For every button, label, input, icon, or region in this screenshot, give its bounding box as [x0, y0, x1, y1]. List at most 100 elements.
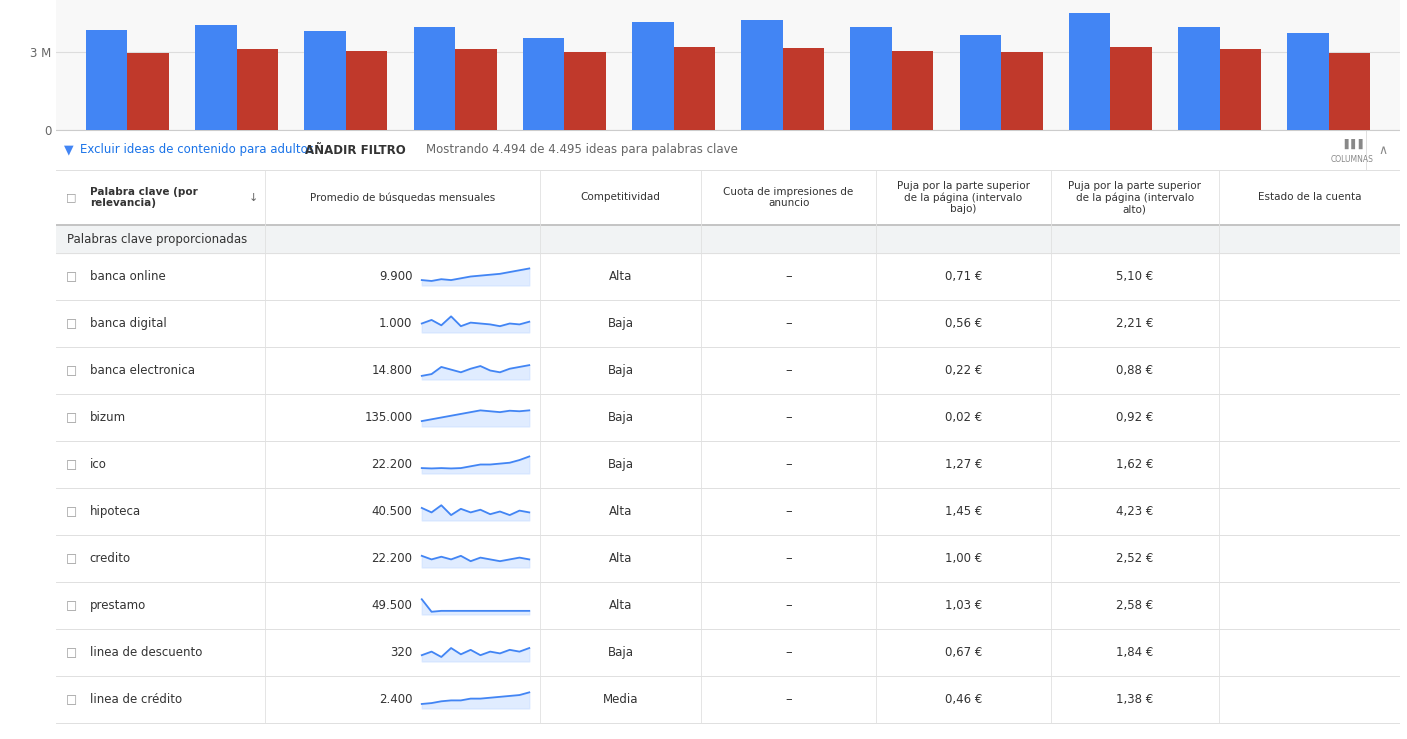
Bar — [1069, 13, 1110, 130]
Text: Baja: Baja — [608, 411, 633, 424]
Bar — [454, 50, 497, 130]
Bar — [892, 51, 933, 130]
Text: 5,10 €: 5,10 € — [1116, 270, 1154, 283]
Text: 1,38 €: 1,38 € — [1116, 693, 1154, 706]
Text: 320: 320 — [390, 646, 412, 659]
Text: 22.200: 22.200 — [371, 552, 412, 565]
Text: 0,88 €: 0,88 € — [1116, 364, 1154, 377]
Bar — [564, 52, 606, 130]
Text: ▼: ▼ — [65, 143, 75, 157]
Text: Promedio de búsquedas mensuales: Promedio de búsquedas mensuales — [310, 192, 495, 202]
Text: linea de crédito: linea de crédito — [90, 693, 182, 706]
Bar — [56, 582, 1400, 629]
Text: □: □ — [66, 364, 77, 377]
Bar — [1330, 53, 1370, 130]
Bar — [1002, 52, 1043, 130]
Bar — [1178, 27, 1220, 130]
Bar — [56, 441, 1400, 488]
Text: prestamo: prestamo — [90, 599, 146, 612]
Text: 0,56 €: 0,56 € — [944, 317, 982, 330]
Text: Baja: Baja — [608, 317, 633, 330]
Text: 1,84 €: 1,84 € — [1116, 646, 1154, 659]
Text: banca digital: banca digital — [90, 317, 166, 330]
Text: 49.500: 49.500 — [371, 599, 412, 612]
Text: 0,92 €: 0,92 € — [1116, 411, 1154, 424]
Bar — [56, 629, 1400, 676]
Text: Alta: Alta — [609, 505, 632, 518]
Text: Alta: Alta — [609, 552, 632, 565]
Bar — [632, 22, 674, 130]
Text: Excluir ideas de contenido para adultos: Excluir ideas de contenido para adultos — [80, 143, 314, 157]
Bar — [346, 51, 387, 130]
Bar — [1220, 50, 1261, 130]
Text: banca online: banca online — [90, 270, 166, 283]
Text: –: – — [785, 411, 792, 424]
Text: 135.000: 135.000 — [364, 411, 412, 424]
Bar — [304, 31, 346, 130]
Text: □: □ — [66, 411, 77, 424]
Text: Alta: Alta — [609, 599, 632, 612]
Text: 1,27 €: 1,27 € — [944, 458, 982, 471]
Text: □: □ — [66, 646, 77, 659]
Bar — [56, 300, 1400, 347]
Text: hipoteca: hipoteca — [90, 505, 141, 518]
Bar — [960, 35, 1002, 130]
Text: AÑADIR FILTRO: AÑADIR FILTRO — [305, 143, 405, 157]
Bar — [86, 30, 127, 130]
Text: 0,46 €: 0,46 € — [944, 693, 982, 706]
Text: Puja por la parte superior
de la página (intervalo
bajo): Puja por la parte superior de la página … — [896, 180, 1030, 214]
Text: 0,71 €: 0,71 € — [944, 270, 982, 283]
Text: credito: credito — [90, 552, 131, 565]
Text: 1,45 €: 1,45 € — [944, 505, 982, 518]
Bar — [56, 347, 1400, 394]
Text: –: – — [785, 646, 792, 659]
Text: 2.400: 2.400 — [378, 693, 412, 706]
Bar — [56, 676, 1400, 723]
Text: □: □ — [66, 192, 76, 202]
Text: –: – — [785, 693, 792, 706]
Text: –: – — [785, 458, 792, 471]
Bar — [127, 53, 169, 130]
Text: □: □ — [66, 552, 77, 565]
Text: Estado de la cuenta: Estado de la cuenta — [1258, 192, 1361, 202]
Text: 1,03 €: 1,03 € — [944, 599, 982, 612]
Bar — [56, 488, 1400, 535]
Text: Baja: Baja — [608, 364, 633, 377]
Text: 2,52 €: 2,52 € — [1116, 552, 1154, 565]
Text: □: □ — [66, 599, 77, 612]
Bar — [236, 50, 279, 130]
Text: 40.500: 40.500 — [371, 505, 412, 518]
Text: ▐▐▐: ▐▐▐ — [1341, 139, 1363, 149]
Text: Puja por la parte superior
de la página (intervalo
alto): Puja por la parte superior de la página … — [1068, 180, 1202, 214]
Text: banca electronica: banca electronica — [90, 364, 196, 377]
Text: Competitividad: Competitividad — [581, 192, 660, 202]
Text: □: □ — [66, 505, 77, 518]
Text: 14.800: 14.800 — [371, 364, 412, 377]
Text: ico: ico — [90, 458, 107, 471]
Text: Cuota de impresiones de
anuncio: Cuota de impresiones de anuncio — [723, 187, 854, 208]
Text: □: □ — [66, 458, 77, 471]
Text: 4,23 €: 4,23 € — [1116, 505, 1154, 518]
Text: 2,21 €: 2,21 € — [1116, 317, 1154, 330]
Bar — [56, 535, 1400, 582]
Text: 0,02 €: 0,02 € — [944, 411, 982, 424]
Bar — [56, 253, 1400, 300]
Text: –: – — [785, 270, 792, 283]
Text: Mostrando 4.494 de 4.495 ideas para palabras clave: Mostrando 4.494 de 4.495 ideas para pala… — [426, 143, 737, 157]
Text: 1,62 €: 1,62 € — [1116, 458, 1154, 471]
Text: 0,22 €: 0,22 € — [944, 364, 982, 377]
Text: □: □ — [66, 693, 77, 706]
Text: ∧: ∧ — [1377, 143, 1387, 157]
Bar — [782, 48, 825, 130]
Text: 0,67 €: 0,67 € — [944, 646, 982, 659]
Bar — [674, 47, 715, 130]
Bar — [56, 394, 1400, 441]
Text: –: – — [785, 364, 792, 377]
Text: 1.000: 1.000 — [378, 317, 412, 330]
Text: 22.200: 22.200 — [371, 458, 412, 471]
Text: Media: Media — [602, 693, 639, 706]
Bar — [741, 19, 782, 130]
Bar — [56, 225, 1400, 253]
Bar — [1110, 47, 1152, 130]
Bar — [1287, 33, 1330, 130]
